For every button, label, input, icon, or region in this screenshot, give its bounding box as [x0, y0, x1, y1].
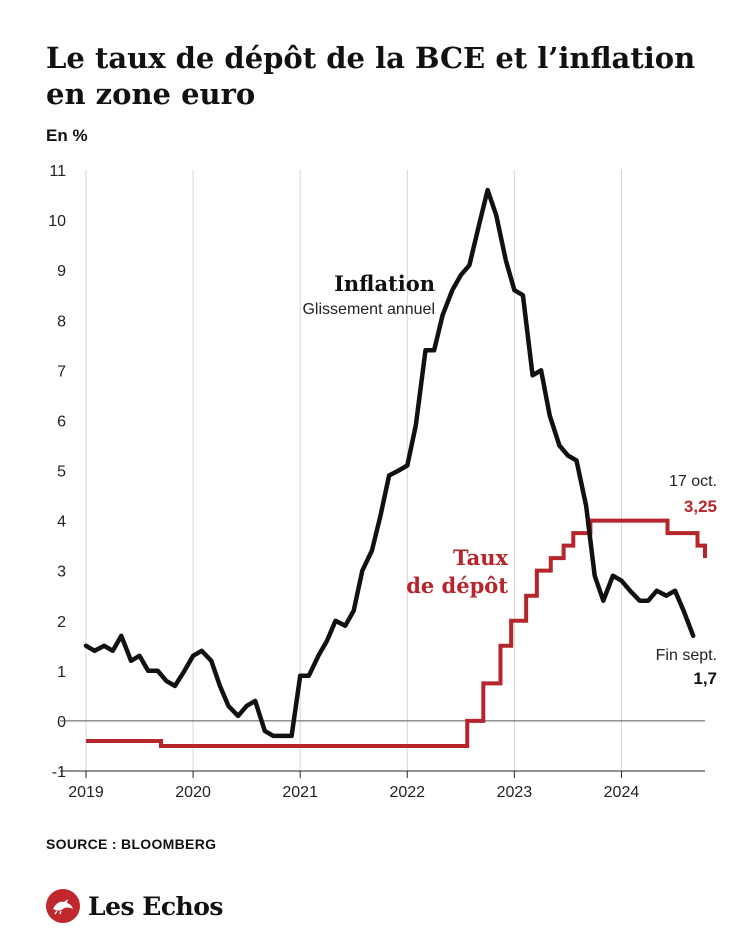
- x-tick-label-2020: 2020: [175, 784, 211, 801]
- inflation-end-date-label: Fin sept.: [656, 647, 717, 664]
- y-tick-label-3: 3: [57, 564, 66, 581]
- brand-name: Les Echos: [88, 891, 223, 921]
- x-tick-label-2021: 2021: [282, 784, 318, 801]
- unit-label: En %: [46, 126, 88, 145]
- taux-series-label-line1: Taux: [453, 545, 508, 570]
- y-tick-label-5: 5: [57, 464, 66, 481]
- y-tick-label-10: 10: [48, 213, 66, 230]
- y-tick-label-0: 0: [57, 714, 66, 731]
- x-tick-label-2024: 2024: [604, 784, 640, 801]
- y-tick-label-4: 4: [57, 514, 66, 531]
- y-tick-label-7: 7: [57, 363, 66, 380]
- inflation-line: [83, 187, 696, 739]
- x-tick-label-2022: 2022: [389, 784, 425, 801]
- inflation-series-sublabel: Glissement annuel: [302, 301, 435, 318]
- source-label: SOURCE : BLOOMBERG: [46, 836, 217, 852]
- les-echos-logo-icon: [46, 889, 80, 923]
- taux-end-date-label: 17 oct.: [669, 473, 717, 490]
- y-tick-label-6: 6: [57, 413, 66, 430]
- y-tick-label-2: 2: [57, 614, 66, 631]
- taux-de-depot-line: [86, 518, 707, 748]
- inflation-series-label: Inflation: [334, 271, 435, 296]
- y-tick-label-11: 11: [49, 163, 66, 180]
- brand: Les Echos: [46, 889, 223, 923]
- x-tick-label-2019: 2019: [68, 784, 104, 801]
- chart-title: Le taux de dépôt de la BCE et l’inflatio…: [46, 41, 696, 111]
- y-tick-label--1: -1: [52, 764, 66, 781]
- y-tick-label-8: 8: [57, 313, 66, 330]
- x-tick-label-2023: 2023: [497, 784, 533, 801]
- y-tick-label-1: 1: [57, 664, 66, 681]
- taux-series-label-line2: de dépôt: [406, 573, 508, 598]
- y-tick-label-9: 9: [57, 263, 66, 280]
- line-chart: 2019 2020 2021 2022 2023 2024 -1 0 1 2 3 4 5 6 7 8 9 10 11…: [48, 163, 717, 801]
- taux-end-value-label: 3,25: [684, 497, 717, 516]
- inflation-end-value-label: 1,7: [693, 669, 717, 688]
